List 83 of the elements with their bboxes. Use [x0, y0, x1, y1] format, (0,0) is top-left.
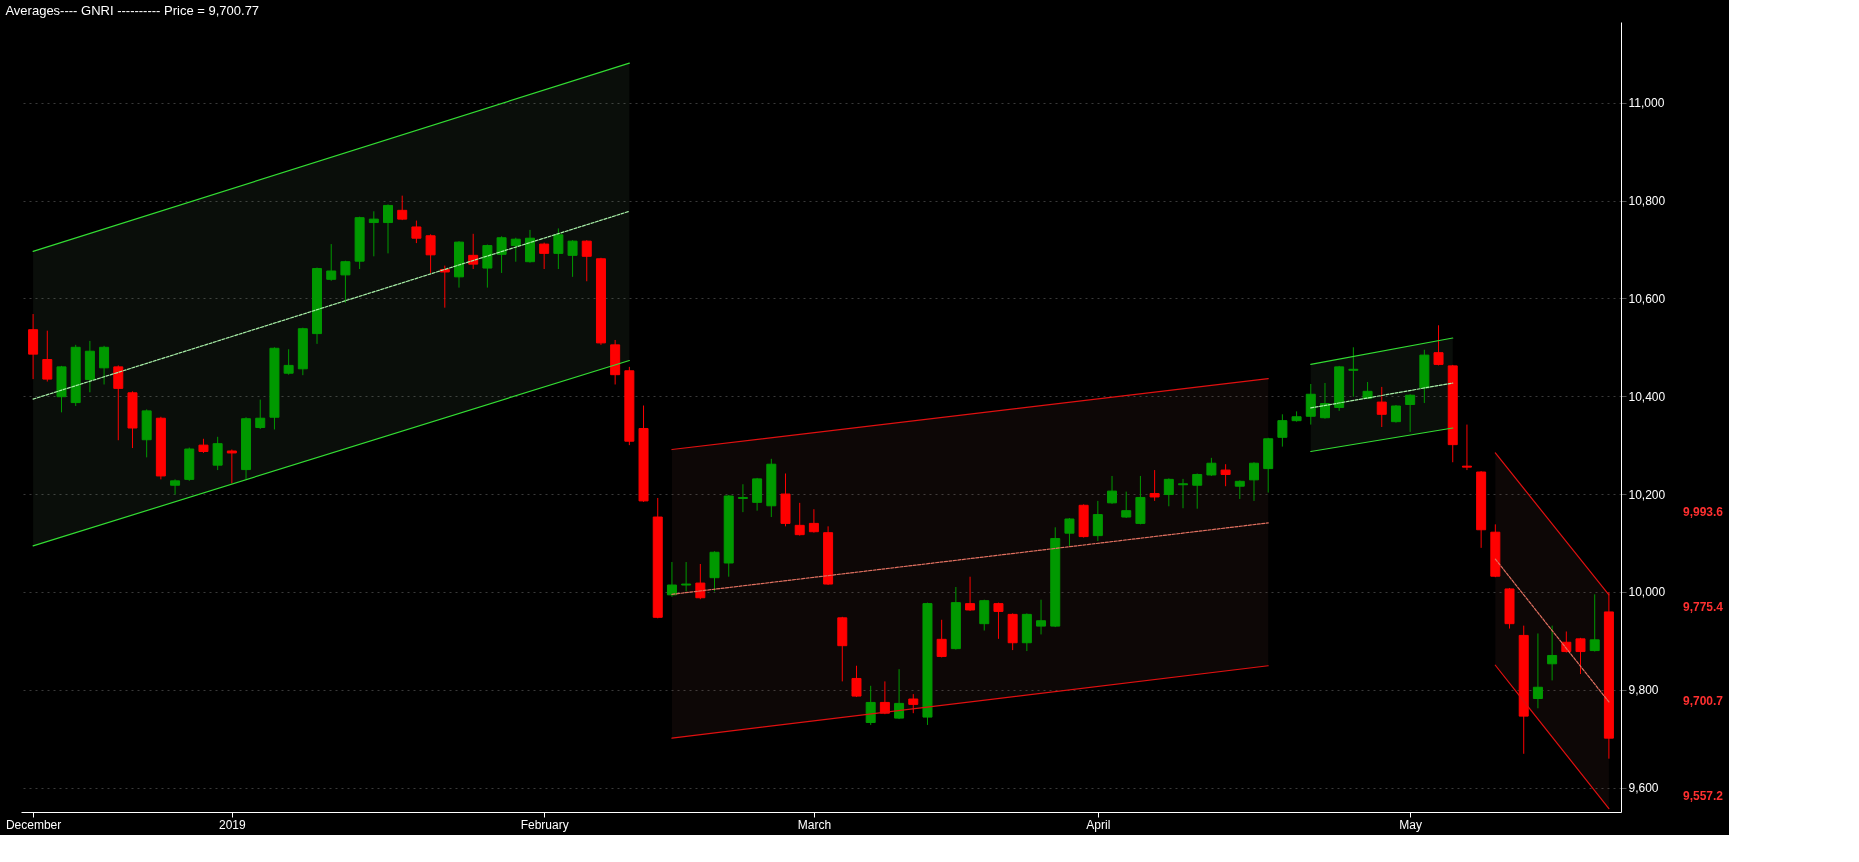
candlestick: [1575, 637, 1586, 675]
candlestick: [468, 233, 479, 270]
candlestick: [681, 561, 692, 592]
candlestick: [212, 436, 223, 471]
candlestick: [936, 619, 947, 658]
candlestick: [865, 685, 876, 726]
candlestick: [1206, 457, 1217, 477]
candlestick: [326, 243, 337, 282]
candlestick: [1036, 599, 1047, 635]
candlestick: [1149, 469, 1160, 502]
candlestick: [965, 576, 976, 612]
candlestick: [879, 680, 890, 715]
candlestick: [752, 477, 763, 512]
candlestick: [1220, 463, 1231, 487]
candlestick: [993, 602, 1004, 640]
candlestick: [1064, 517, 1075, 547]
candlestick: [1376, 386, 1387, 428]
candlestick: [1532, 632, 1543, 709]
x-tick-label: 2019: [219, 817, 247, 832]
candlestick: [226, 449, 237, 484]
candlestick: [1178, 478, 1189, 509]
candlestick: [425, 233, 436, 274]
y-tick-label: 9,600: [1628, 781, 1659, 796]
x-tick-label: May: [1399, 817, 1422, 832]
candlestick: [99, 345, 110, 385]
candlestick: [1163, 477, 1174, 507]
candlestick: [411, 220, 422, 244]
candlestick: [851, 665, 862, 698]
candlestick: [1248, 461, 1259, 502]
chart-title: Averages---- GNRI ---------- Price = 9,700.77: [5, 3, 260, 18]
candlestick: [510, 237, 521, 263]
y-tick-label: 10,800: [1628, 194, 1666, 209]
candlestick: [1461, 424, 1472, 471]
candlestick: [524, 229, 535, 264]
candlestick: [113, 364, 124, 441]
y-tick-label: 11,000: [1628, 96, 1665, 111]
candlestick: [383, 203, 394, 254]
candlestick: [1547, 625, 1558, 681]
candlestick: [1433, 324, 1444, 366]
y-tick-label: 10,200: [1628, 487, 1666, 502]
x-tick-label: April: [1086, 817, 1111, 832]
candlestick: [1277, 413, 1288, 448]
candlestick: [794, 502, 805, 537]
candlestick: [737, 483, 748, 513]
candlestick: [397, 195, 408, 221]
candlestick: [695, 563, 706, 600]
candlestick: [170, 478, 181, 496]
candlestick: [553, 227, 564, 270]
candlestick: [808, 508, 819, 534]
text: 9,700.7: [1683, 694, 1724, 709]
y-tick-label: 10,400: [1628, 389, 1666, 404]
candlestick: [482, 244, 493, 289]
y-tick-label: 9,800: [1628, 683, 1659, 698]
candlestick: [539, 242, 550, 270]
x-tick-label: December: [5, 817, 62, 832]
candlestick: [1405, 393, 1416, 433]
y-tick-label: 10,600: [1628, 291, 1666, 306]
candlestick: [1589, 593, 1600, 653]
candlestick: [1092, 500, 1103, 542]
candlestick: [340, 260, 351, 304]
candlestick: [1107, 475, 1118, 505]
candlestick: [496, 235, 507, 274]
candlestick: [979, 599, 990, 632]
x-tick-label: February: [520, 817, 569, 832]
candlestick: [42, 330, 53, 383]
candlestick: [1319, 382, 1330, 420]
candlestick: [581, 239, 592, 282]
candlestick: [1121, 491, 1132, 519]
candlestick: [368, 210, 379, 257]
text: 9,557.2: [1683, 789, 1724, 804]
candlestick: [255, 399, 266, 430]
x-tick-label: March: [797, 817, 832, 832]
candlestick: [1234, 479, 1245, 500]
text: 9,993.6: [1683, 504, 1724, 519]
candlestick: [1348, 346, 1359, 398]
y-tick-label: 10,000: [1628, 585, 1666, 600]
text: 9,775.4: [1683, 599, 1724, 614]
candlestick: [1192, 473, 1203, 510]
candlestick: [283, 348, 294, 376]
candlestick: [666, 561, 677, 598]
candlestick: [1305, 383, 1316, 426]
candlestick: [908, 693, 919, 714]
candlestick: [567, 239, 578, 278]
